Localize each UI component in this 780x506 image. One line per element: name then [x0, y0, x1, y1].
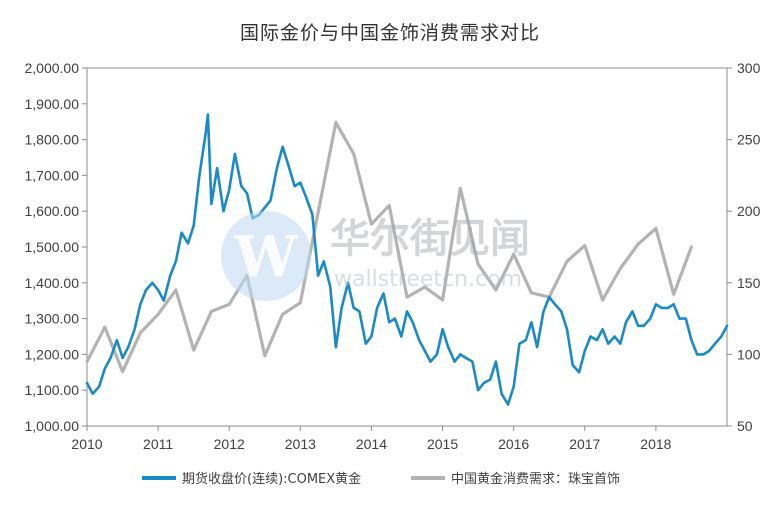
x-tick-label: 2014 — [356, 436, 387, 452]
x-tick-label: 2011 — [143, 436, 173, 452]
y-right-tick-label: 200 — [737, 203, 761, 219]
y-left-tick-label: 1,600.00 — [25, 203, 80, 219]
y-left-tick-label: 1,000.00 — [25, 418, 80, 434]
x-tick-label: 2017 — [569, 436, 600, 452]
y-right-tick-label: 100 — [737, 346, 761, 362]
x-tick-label: 2016 — [498, 436, 529, 452]
y-left-tick-label: 1,800.00 — [25, 132, 80, 148]
y-right-tick-label: 250 — [737, 132, 761, 148]
chart-title: 国际金价与中国金饰消费需求对比 — [239, 22, 540, 44]
y-left-tick-label: 2,000.00 — [25, 60, 80, 76]
y-right-tick-label: 50 — [737, 418, 753, 434]
y-left-tick-label: 1,100.00 — [25, 382, 80, 398]
y-right-tick-label: 150 — [737, 275, 761, 291]
y-left-tick-label: 1,300.00 — [25, 311, 80, 327]
legend-item-jewelry-demand-label: 中国黄金消费需求：珠宝首饰 — [451, 471, 620, 487]
series-layer — [85, 113, 729, 406]
watermark-logo-letter: W — [234, 224, 299, 290]
series-line-jewelry-demand — [85, 120, 694, 374]
x-tick-label: 2015 — [427, 436, 458, 452]
watermark: W 华尔街见闻 wallstreetcn.com — [221, 211, 530, 301]
x-tick-label: 2010 — [71, 436, 102, 452]
watermark-logo-circle — [221, 211, 311, 301]
y-left-tick-label: 1,900.00 — [25, 96, 80, 112]
watermark-brand-cn: 华尔街见闻 — [330, 216, 530, 262]
x-tick-label: 2012 — [214, 436, 245, 452]
y-left-tick-label: 1,200.00 — [25, 346, 80, 362]
y-left-tick-label: 1,500.00 — [25, 239, 80, 255]
y-left-tick-label: 1,400.00 — [25, 275, 80, 291]
y-right-tick-label: 300 — [737, 60, 761, 76]
legend-item-gold-price-label: 期货收盘价(连续):COMEX黄金 — [182, 471, 361, 487]
x-tick-label: 2018 — [640, 436, 671, 452]
x-tick-label: 2013 — [285, 436, 316, 452]
y-left-tick-label: 1,700.00 — [25, 167, 80, 183]
legend: 期货收盘价(连续):COMEX黄金 中国黄金消费需求：珠宝首饰 — [142, 471, 620, 487]
axes-layer: 1,000.00 1,100.00 1,200.00 1,300.00 1,400.00… — [25, 60, 761, 452]
series-line-gold-price — [85, 113, 729, 406]
watermark-brand-url: wallstreetcn.com — [334, 267, 522, 292]
